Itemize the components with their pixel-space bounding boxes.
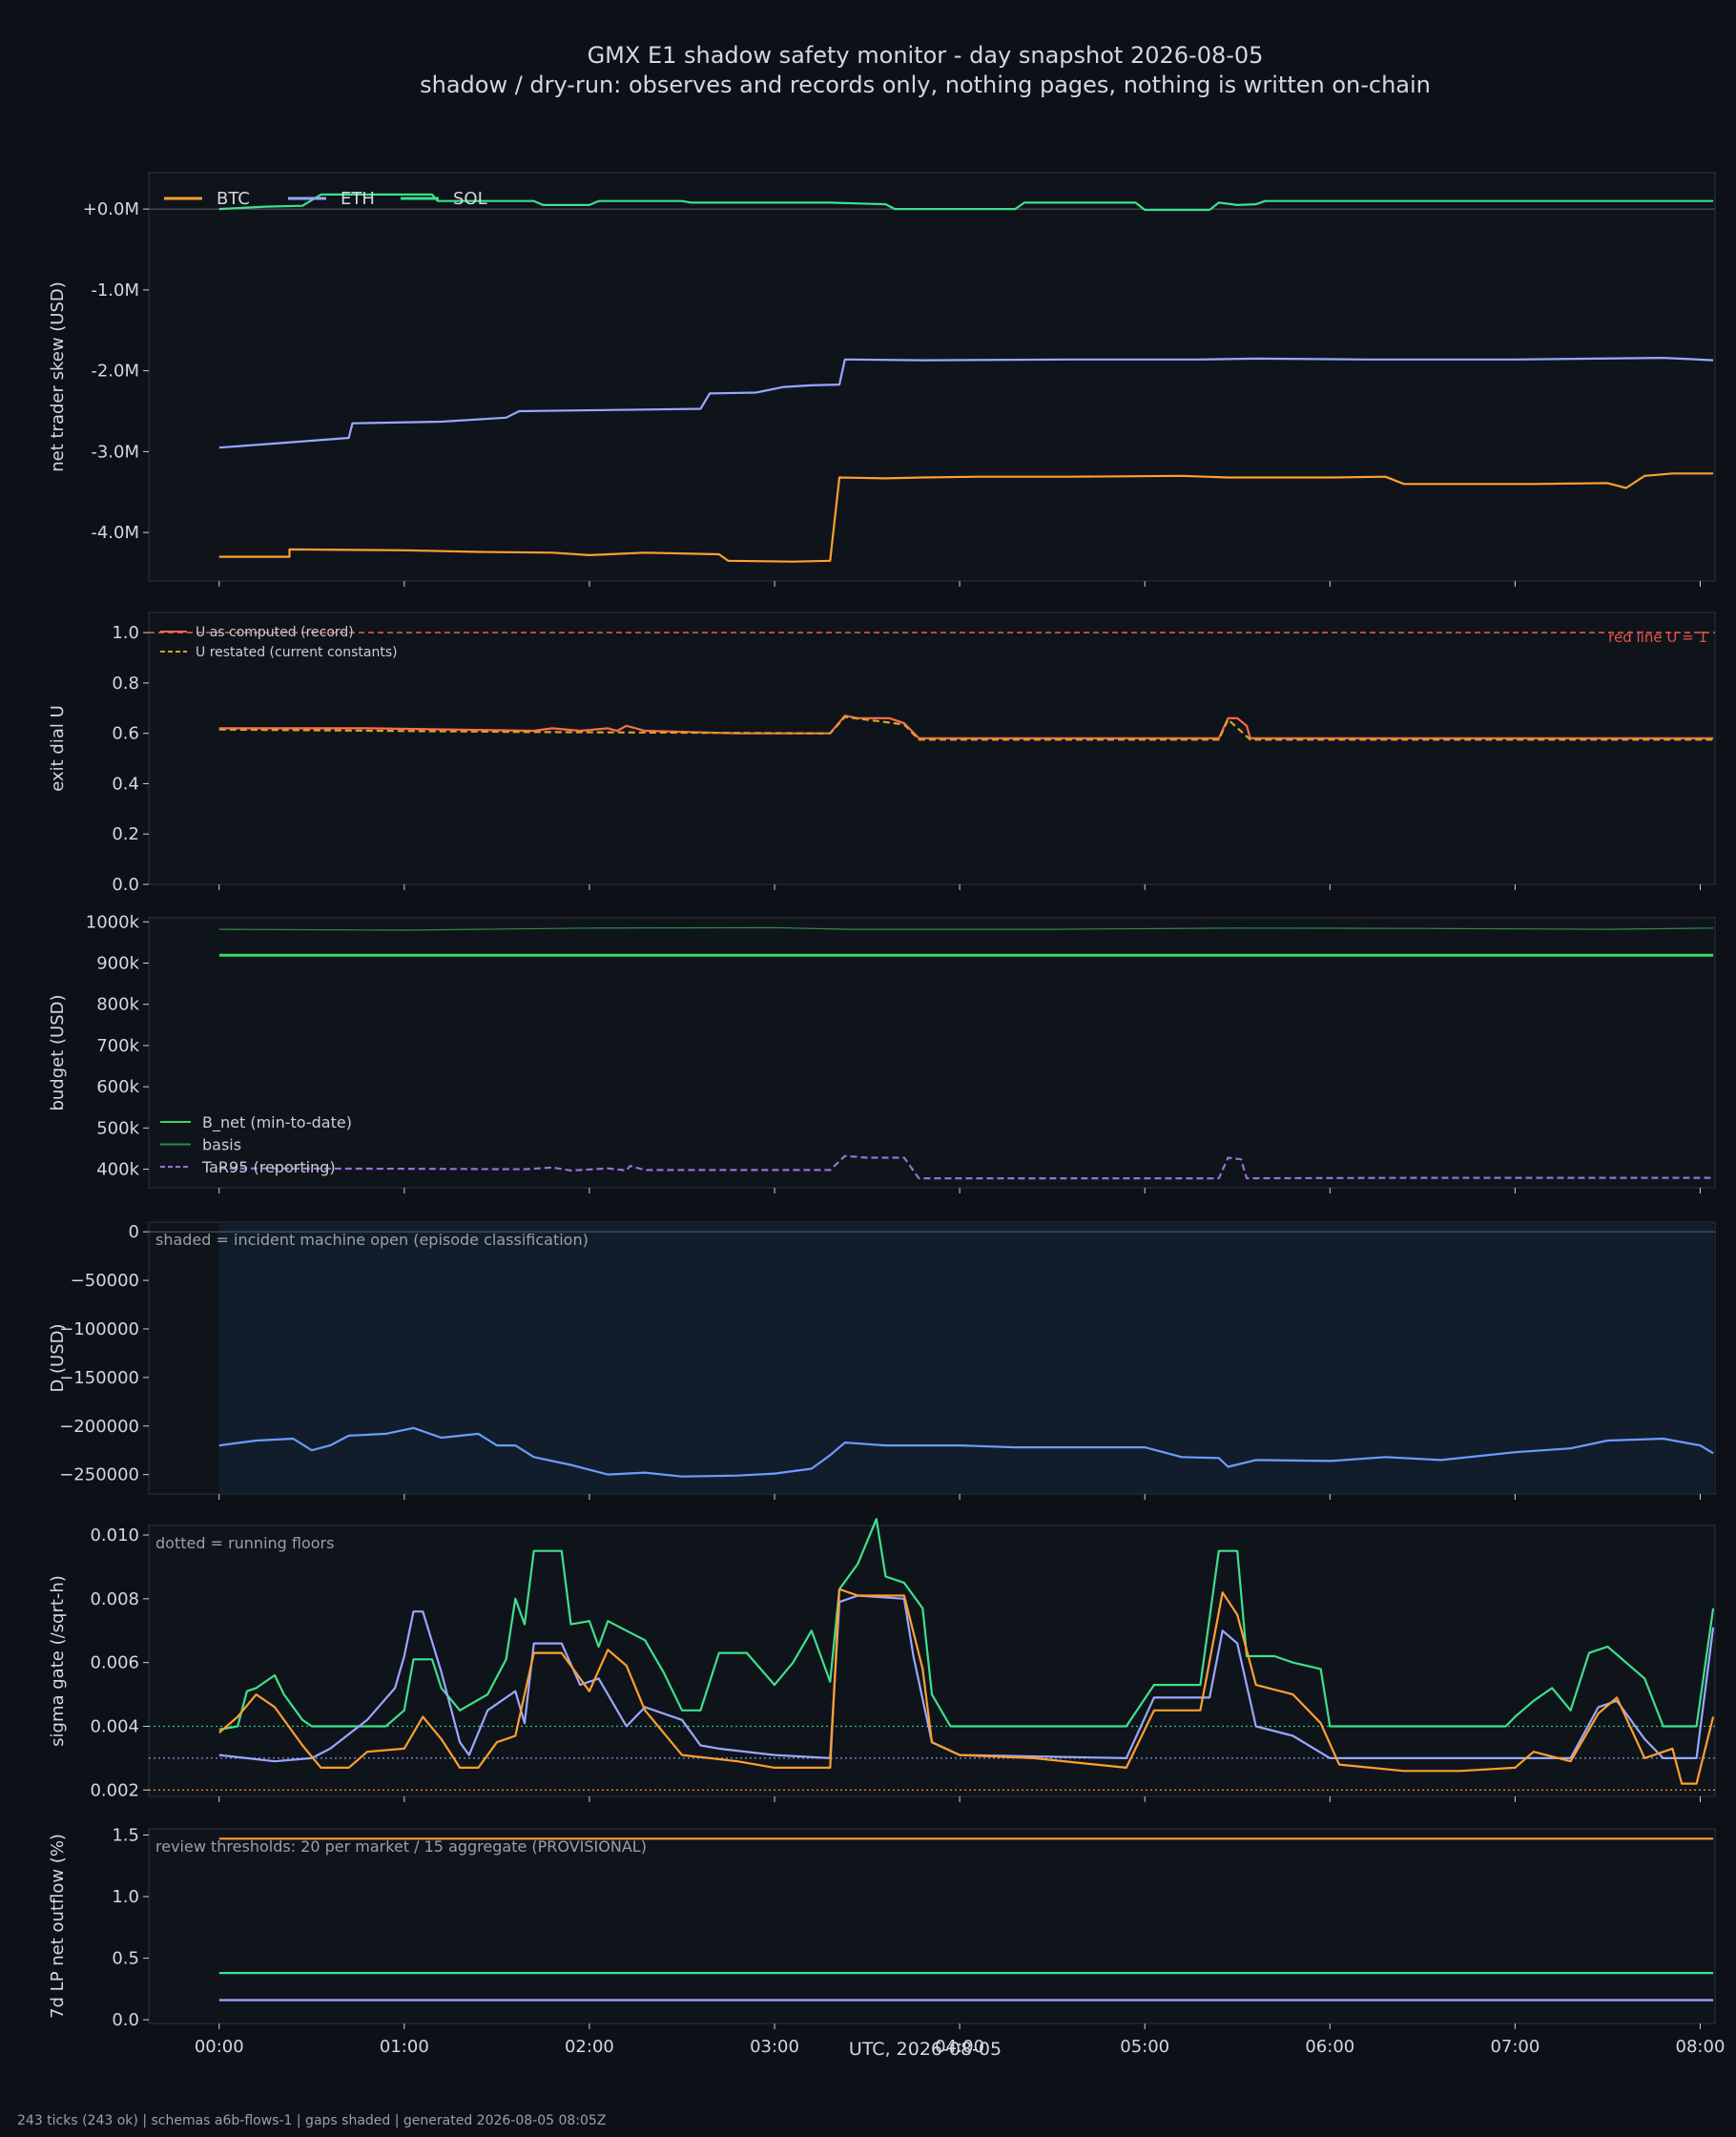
y-tick-label: 0 <box>129 1222 139 1242</box>
y-axis-label: exit dial U <box>48 705 68 792</box>
x-tick-label: 08:00 <box>1676 2037 1726 2057</box>
panel-frame <box>148 1525 1716 1797</box>
y-tick-label: −250000 <box>59 1465 139 1485</box>
x-tick-label: 00:00 <box>195 2037 244 2057</box>
y-tick-label: 0.010 <box>90 1525 139 1546</box>
y-tick-label: 0.006 <box>90 1653 139 1673</box>
y-tick-label: 0.4 <box>112 774 139 794</box>
y-tick-label: 0.008 <box>90 1589 139 1609</box>
legend-label: basis <box>202 1136 241 1154</box>
y-tick-label: −50000 <box>71 1271 139 1291</box>
y-tick-label: −100000 <box>59 1319 139 1339</box>
y-tick-label: 700k <box>96 1036 139 1056</box>
x-tick-label: 01:00 <box>380 2037 429 2057</box>
panel-frame <box>148 1828 1716 2024</box>
x-tick-label: 03:00 <box>750 2037 799 2057</box>
panel-frame <box>148 172 1716 582</box>
panel-d_usd: 0 −50000 −100000 −150000 −200000 −250000 D (US… <box>48 1221 1716 1500</box>
series-line <box>218 715 1714 740</box>
y-tick-label: +0.0M <box>83 199 139 219</box>
y-tick-label: -4.0M <box>91 523 139 543</box>
legend-label: U as computed (record) <box>196 625 354 640</box>
footer-status: 243 ticks (243 ok) | schemas a6b-flows-1… <box>17 2113 606 2128</box>
y-tick-label: 0.0 <box>112 2010 139 2030</box>
series-line <box>218 926 1714 931</box>
y-tick-label: -1.0M <box>91 280 139 301</box>
legend-label: ETH <box>341 189 375 209</box>
panel-skew: +0.0M -1.0M -2.0M -3.0M -4.0M net trader skew… <box>48 172 1716 587</box>
x-tick-label: 06:00 <box>1305 2037 1354 2057</box>
series-line <box>218 716 1714 741</box>
y-tick-label: 900k <box>96 954 139 974</box>
y-tick-label: 0.6 <box>112 724 139 744</box>
legend-label: SOL <box>453 189 487 209</box>
y-tick-label: 0.0 <box>112 875 139 895</box>
y-axis-label: net trader skew (USD) <box>48 281 68 472</box>
y-tick-label: 1.5 <box>112 1825 139 1845</box>
series-line <box>218 193 1714 212</box>
y-axis-label: sigma gate (/sqrt-h) <box>48 1575 68 1747</box>
series-line <box>218 472 1714 563</box>
x-tick-label: 07:00 <box>1490 2037 1540 2057</box>
legend-label: BTC <box>217 189 250 209</box>
red-line-label: red line U = 1 <box>1608 629 1707 646</box>
panel-budget: 400k 500k 600k 700k 800k 900k 1000k budget (USD… <box>48 912 1716 1193</box>
x-tick-label: 02:00 <box>565 2037 614 2057</box>
chart-subtitle: shadow / dry-run: observes and records o… <box>420 72 1431 98</box>
series-line <box>218 1594 1715 1763</box>
panel-frame <box>148 612 1716 885</box>
y-tick-label: 1.0 <box>112 1887 139 1907</box>
series-line <box>218 1587 1715 1785</box>
y-tick-label: 600k <box>96 1077 139 1097</box>
y-tick-label: 1000k <box>86 912 140 932</box>
series-line <box>218 357 1714 449</box>
y-tick-label: 500k <box>96 1118 139 1138</box>
x-tick-label: 04:00 <box>935 2037 984 2057</box>
series-line <box>218 1426 1714 1478</box>
y-tick-label: −150000 <box>59 1368 139 1388</box>
legend-label: U restated (current constants) <box>196 645 398 660</box>
panel-annotation: review thresholds: 20 per market / 15 ag… <box>155 1837 647 1856</box>
panel-annotation: dotted = running floors <box>155 1534 334 1552</box>
incident-shade <box>218 1223 1714 1493</box>
y-tick-label: 0.004 <box>90 1716 139 1736</box>
y-tick-label: 0.2 <box>112 824 139 844</box>
series-line <box>218 1518 1715 1731</box>
y-axis-label: 7d LP net outflow (%) <box>48 1834 68 2019</box>
x-tick-label: 05:00 <box>1120 2037 1169 2057</box>
panel-annotation: shaded = incident machine open (episode … <box>155 1231 589 1249</box>
y-tick-label: −200000 <box>59 1417 139 1437</box>
y-tick-label: 800k <box>96 995 139 1015</box>
panel-frame <box>148 917 1716 1189</box>
x-axis-label: UTC, 2026-08-05 <box>849 2039 1002 2060</box>
y-tick-label: 0.8 <box>112 674 139 694</box>
y-tick-label: 0.5 <box>112 1949 139 1969</box>
panel-exit_dial: 0.0 0.2 0.4 0.6 0.8 1.0 exit dial U red line U … <box>48 612 1716 895</box>
y-axis-label: D (USD) <box>48 1323 68 1392</box>
y-tick-label: 1.0 <box>112 623 139 643</box>
legend-label: TaR95 (reporting) <box>201 1158 336 1176</box>
legend-label: B_net (min-to-date) <box>202 1113 352 1132</box>
panel-lp_outflow: 0.0 0.5 1.0 1.5 00:00 01:00 02:00 03:00 04:00 05:… <box>48 1825 1725 2057</box>
y-tick-label: 0.002 <box>90 1780 139 1800</box>
chart-title: GMX E1 shadow safety monitor - day snaps… <box>588 42 1264 69</box>
y-axis-label: budget (USD) <box>48 994 68 1110</box>
chart-panels: +0.0M -1.0M -2.0M -3.0M -4.0M net trader skew… <box>48 172 1725 2057</box>
panel-sigma: 0.002 0.004 0.006 0.008 0.010 sigma gate (/sq… <box>48 1518 1716 1802</box>
series-line <box>218 1154 1714 1180</box>
y-tick-label: 400k <box>96 1160 139 1180</box>
y-tick-label: -3.0M <box>91 442 139 462</box>
y-tick-label: -2.0M <box>91 362 139 382</box>
